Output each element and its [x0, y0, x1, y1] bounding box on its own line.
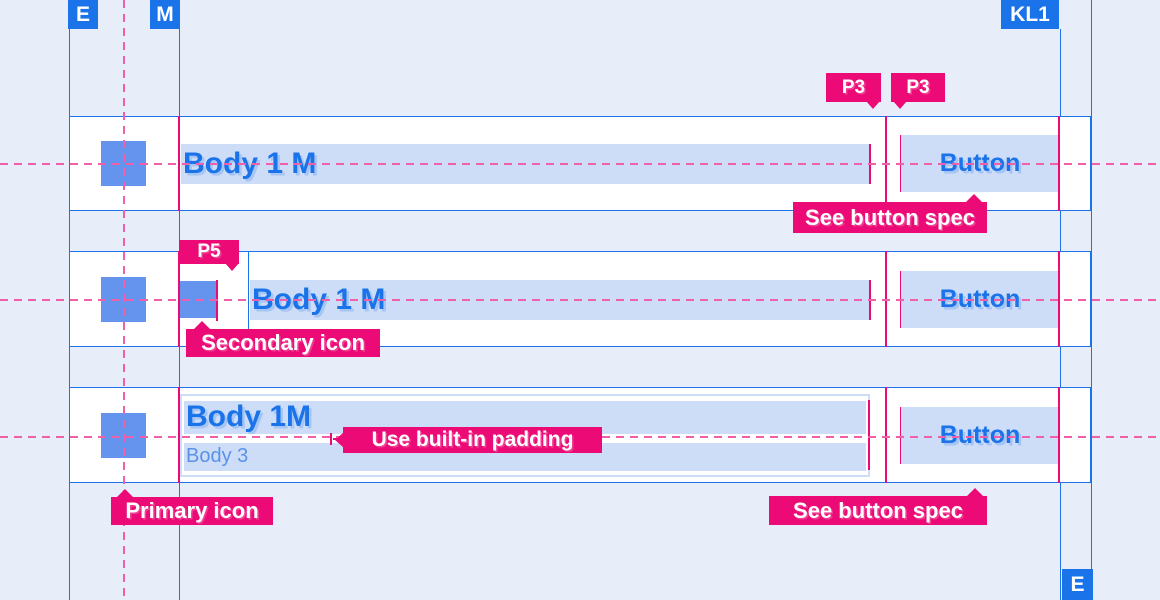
padding-label-p3-right: P3 — [891, 73, 945, 109]
pointer-up-icon — [966, 488, 984, 497]
annotation-text: Use built-in padding — [371, 428, 574, 451]
row3-button-right-line — [1058, 387, 1060, 483]
annotation-see-button-spec-top: See button spec — [793, 194, 987, 233]
pointer-up-icon — [965, 194, 983, 203]
keyline-secondary-text — [247, 251, 249, 357]
pointer-down-icon — [866, 101, 880, 109]
padding-label-text: P5 — [197, 241, 221, 262]
annotation-see-button-spec-bottom: See button spec — [769, 488, 987, 525]
padding-label-p3-left: P3 — [826, 73, 881, 109]
row3-text-end-tick — [868, 400, 870, 470]
row3-text-keyline-pink — [178, 387, 180, 483]
pointer-left-icon — [335, 432, 344, 448]
padding-label-p5: P5 — [179, 240, 239, 271]
keyline-tag-e-bottom: E — [1062, 569, 1093, 600]
row3-padding-line — [885, 387, 887, 483]
annotation-text: Primary icon — [125, 498, 259, 523]
annotation-primary-icon: Primary icon — [111, 489, 273, 525]
pointer-up-icon — [193, 321, 211, 330]
keyline-tag-kl1: KL1 — [1001, 0, 1059, 29]
padding-label-text: P3 — [906, 76, 930, 98]
annotation-secondary-icon: Secondary icon — [186, 321, 380, 357]
padding-measure-ibeam — [330, 433, 332, 445]
row2-centerline-dashed — [0, 298, 1160, 301]
keyline-tag-e-top: E — [68, 0, 98, 29]
padding-label-text: P3 — [841, 76, 866, 98]
pointer-down-icon — [893, 101, 907, 109]
annotation-text: See button spec — [805, 204, 975, 230]
pointer-up-icon — [116, 489, 134, 498]
pointer-down-icon — [225, 263, 239, 271]
row2-secondary-icon-tick — [216, 280, 218, 321]
annotation-text: See button spec — [793, 497, 963, 523]
annotation-text: Secondary icon — [201, 330, 365, 355]
row1-centerline-dashed — [0, 162, 1160, 165]
annotation-use-built-in-padding: Use built-in padding — [335, 427, 602, 453]
keyline-tag-m-top: M — [150, 0, 180, 29]
